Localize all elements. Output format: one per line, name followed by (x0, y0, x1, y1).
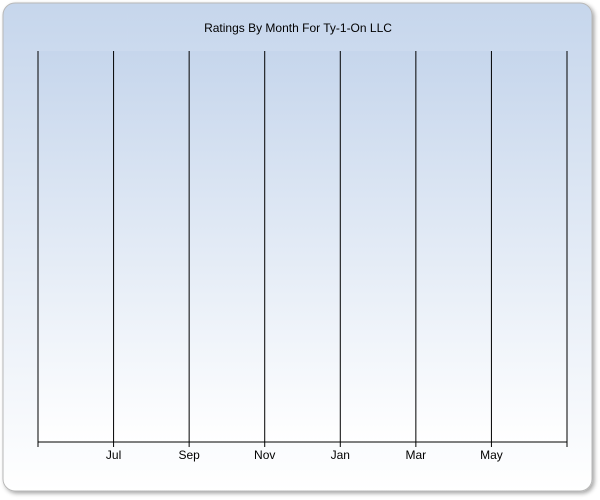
chart-title: Ratings By Month For Ty-1-On LLC (204, 21, 392, 35)
x-tick-label: Jan (331, 448, 350, 462)
x-tick-label: Nov (254, 448, 275, 462)
x-tick-label: Jul (106, 448, 121, 462)
x-tick-label: Mar (406, 448, 427, 462)
x-tick-label: Sep (178, 448, 200, 462)
plot-layer: Jul Sep Nov Jan Mar May (37, 51, 568, 462)
x-tick-label: May (480, 448, 503, 462)
plot-area (38, 51, 567, 442)
